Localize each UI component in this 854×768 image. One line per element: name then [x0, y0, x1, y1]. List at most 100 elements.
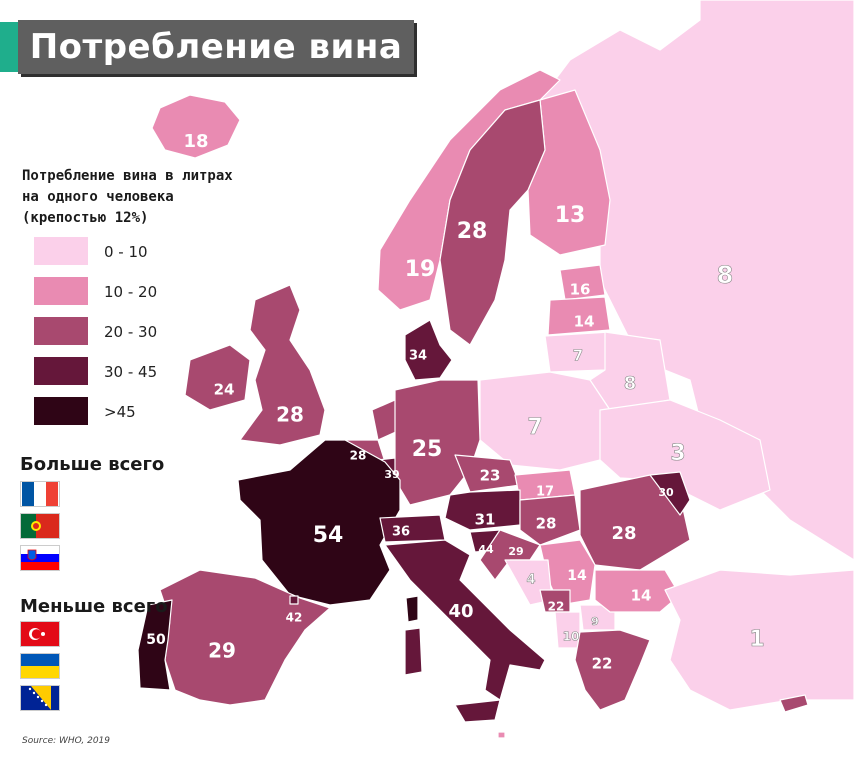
value-label-turkey: 1: [749, 627, 764, 652]
legend-label: 0 - 10: [104, 243, 148, 261]
region-sicily: [454, 699, 501, 723]
region-cyprus: [779, 694, 809, 713]
value-label-estonia: 16: [570, 281, 591, 299]
title-box: Потребление вина: [18, 20, 414, 74]
legend-swatch: [34, 277, 88, 305]
region-sweden: [439, 99, 546, 346]
value-label-luxembourg: 39: [384, 468, 399, 481]
region-hungary: [519, 494, 581, 546]
value-label-hungary: 28: [536, 515, 557, 533]
value-label-austria: 31: [475, 511, 496, 529]
value-label-andorra: 42: [286, 611, 303, 625]
legend-swatch: [34, 357, 88, 385]
value-label-belgium: 28: [350, 449, 367, 463]
legend-swatch: [34, 237, 88, 265]
value-label-spain: 29: [208, 639, 236, 663]
region-greece: [574, 629, 651, 711]
legend-label: >45: [104, 403, 136, 421]
value-label-norway: 19: [405, 257, 436, 282]
value-label-greece: 22: [592, 655, 613, 673]
legend-item: 0 - 10: [34, 237, 204, 267]
value-label-france: 54: [313, 523, 344, 548]
value-label-lithuania: 7: [573, 347, 583, 365]
value-label-malta: 20: [499, 745, 513, 756]
value-label-romania: 28: [611, 523, 636, 544]
legend-swatch: [34, 397, 88, 425]
legend-item: 20 - 30: [34, 317, 204, 347]
legend-item: >45: [34, 397, 204, 427]
region-poland: [479, 371, 611, 471]
value-label-united-kingdom: 28: [276, 403, 304, 427]
value-label-moldova: 30: [658, 486, 674, 499]
value-label-croatia: 29: [508, 545, 523, 558]
region-spain: [159, 569, 331, 706]
legend-swatch: [34, 317, 88, 345]
region-denmark: [404, 319, 453, 381]
region-latvia: [547, 296, 611, 336]
value-label-cyprus: 23: [762, 715, 777, 728]
slovenia-flag: [21, 546, 59, 570]
value-label-latvia: 14: [574, 313, 595, 331]
region-corsica: [405, 595, 419, 623]
region-malta: [497, 731, 506, 739]
region-moldova: [649, 471, 691, 516]
value-label-ukraine: 3: [670, 441, 685, 466]
title-banner: Потребление вина: [0, 20, 414, 76]
region-switzerland: [379, 514, 446, 543]
region-estonia: [559, 264, 606, 301]
title-accent-bar: [0, 22, 18, 72]
source-note: Source: WHO, 2019: [22, 736, 111, 746]
region-germany: [394, 379, 481, 506]
legend-title: Потребление вина в литрах на одного чело…: [22, 166, 252, 229]
page-title: Потребление вина: [29, 27, 403, 67]
legend-label: 20 - 30: [104, 323, 158, 341]
region-uk: [239, 284, 326, 446]
value-label-switzerland: 36: [392, 525, 410, 540]
region-sardinia: [404, 627, 423, 676]
region-ireland: [184, 344, 251, 411]
least-label: Меньше всего: [20, 596, 168, 617]
value-label-italy: 40: [448, 601, 473, 622]
legend-label: 30 - 45: [104, 363, 158, 381]
value-label-bosnia: 4: [526, 573, 535, 588]
value-label-serbia: 14: [567, 568, 587, 584]
region-france: [237, 439, 401, 606]
value-label-poland: 7: [527, 415, 542, 440]
value-label-montenegro: 22: [548, 600, 565, 614]
value-label-belarus: 8: [624, 373, 637, 394]
ukraine-flag: [21, 654, 59, 678]
value-label-denmark: 34: [409, 349, 427, 364]
value-label-bulgaria: 14: [631, 587, 652, 605]
region-portugal: [137, 599, 173, 691]
region-andorra: [289, 595, 299, 605]
france-flag: [21, 482, 59, 506]
region-iceland: [151, 94, 241, 159]
value-label-netherlands: 24: [361, 425, 378, 439]
value-label-slovenia: 44: [478, 543, 494, 556]
region-italy: [384, 539, 546, 701]
value-label-sweden: 28: [457, 219, 488, 244]
portugal-flag: [21, 514, 59, 538]
value-label-north-macedonia: 9: [591, 615, 599, 628]
region-bulgaria: [594, 569, 681, 613]
value-label-portugal: 50: [146, 632, 166, 648]
value-label-albania: 10: [563, 630, 580, 644]
value-label-germany: 25: [412, 437, 443, 462]
legend-item: 30 - 45: [34, 357, 204, 387]
region-ukraine: [599, 399, 771, 511]
legend-title-line: Потребление вина в литрах: [22, 168, 233, 184]
value-label-iceland: 18: [183, 131, 208, 152]
value-label-finland: 13: [555, 203, 586, 228]
bosnia-flag: [21, 686, 59, 710]
value-label-slovakia: 17: [536, 485, 554, 500]
most-label: Больше всего: [20, 454, 165, 475]
legend-title-line: на одного человека: [22, 189, 174, 205]
value-label-czechia: 23: [480, 467, 501, 485]
value-label-russia: 8: [717, 261, 734, 289]
value-label-ireland: 24: [214, 381, 235, 399]
turkey-flag: [21, 622, 59, 646]
legend-item: 10 - 20: [34, 277, 204, 307]
legend-label: 10 - 20: [104, 283, 158, 301]
legend-title-line: (крепостью 12%): [22, 210, 149, 226]
